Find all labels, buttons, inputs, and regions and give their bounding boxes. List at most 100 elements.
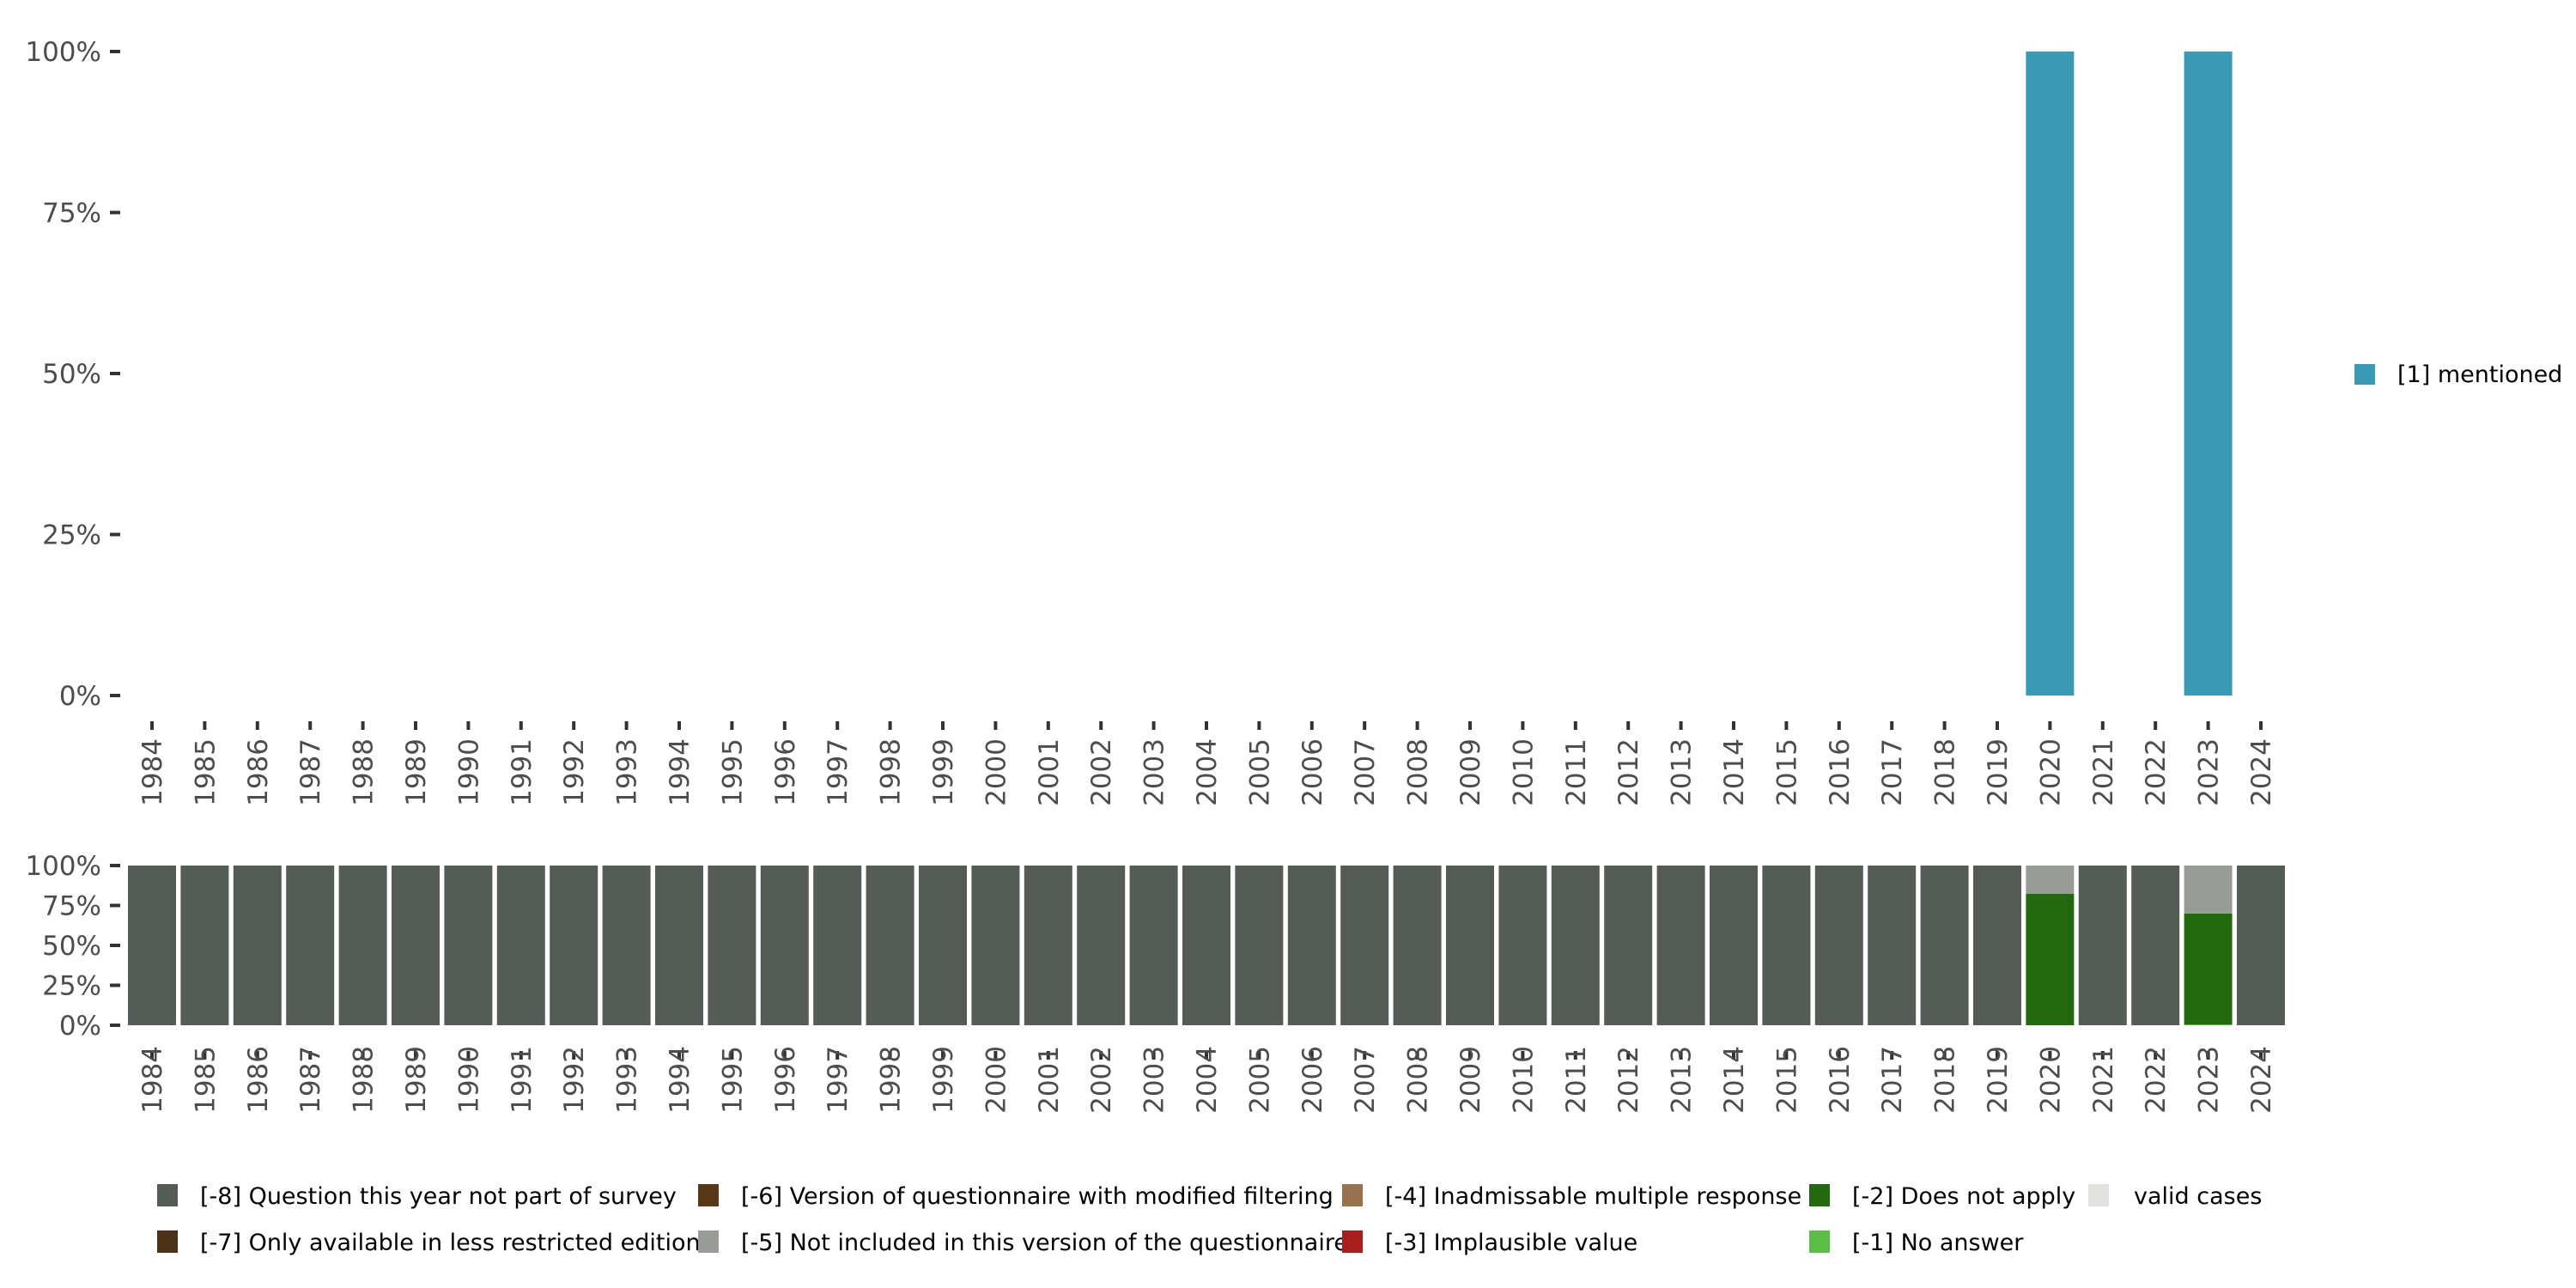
legend-key bbox=[698, 1230, 719, 1253]
bottom-y-tick-label: 25% bbox=[42, 971, 101, 1002]
top-x-tick-label: 1985 bbox=[190, 738, 221, 806]
legend-key bbox=[1809, 1184, 1830, 1206]
stack-segment-2003 bbox=[1129, 866, 1178, 1025]
stack-segment-2001 bbox=[1024, 866, 1072, 1025]
legend-key bbox=[1342, 1230, 1363, 1253]
stack-segment-2005 bbox=[1235, 866, 1284, 1025]
stack-segment-2014 bbox=[1710, 866, 1758, 1025]
top-x-tick-label: 2002 bbox=[1086, 738, 1117, 806]
stack-segment-2015 bbox=[1762, 866, 1811, 1025]
bottom-x-tick-label: 2021 bbox=[2088, 1046, 2119, 1114]
stack-segment-2021 bbox=[2078, 866, 2127, 1025]
legend-key bbox=[157, 1230, 178, 1253]
bottom-x-tick-label: 2006 bbox=[1297, 1046, 1328, 1114]
stack-segment-2007 bbox=[1340, 866, 1389, 1025]
stack-segment-1989 bbox=[392, 866, 440, 1025]
bottom-x-tick-label: 2011 bbox=[1561, 1046, 1592, 1114]
top-x-tick-label: 2019 bbox=[1983, 738, 2014, 806]
stack-segment-1997 bbox=[813, 866, 862, 1025]
top-x-tick-label: 1986 bbox=[243, 738, 274, 806]
bottom-x-tick-label: 2020 bbox=[2035, 1046, 2066, 1114]
top-y-tick-label: 25% bbox=[42, 520, 101, 551]
top-x-tick-label: 1992 bbox=[559, 738, 590, 806]
bottom-x-tick-label: 1988 bbox=[349, 1046, 380, 1114]
bottom-x-tick-label: 1997 bbox=[823, 1046, 854, 1114]
bottom-x-tick-label: 2002 bbox=[1086, 1046, 1117, 1114]
stack-segment-1986 bbox=[233, 866, 282, 1025]
stack-segment-1984 bbox=[128, 866, 176, 1025]
stack-segment-2020 bbox=[2026, 893, 2075, 1025]
top-x-tick-label: 2021 bbox=[2088, 738, 2119, 806]
bottom-x-tick-label: 2005 bbox=[1244, 1046, 1275, 1114]
bottom-x-tick-label: 2017 bbox=[1877, 1046, 1908, 1114]
legend-key bbox=[698, 1184, 719, 1206]
bottom-x-tick-label: 1987 bbox=[295, 1046, 326, 1114]
legend-label: [-2] Does not apply bbox=[1852, 1183, 2075, 1210]
bottom-x-tick-label: 1985 bbox=[190, 1046, 221, 1114]
top-x-tick-label: 2008 bbox=[1403, 738, 1434, 806]
bottom-x-tick-label: 2013 bbox=[1667, 1046, 1698, 1114]
bottom-x-tick-label: 2024 bbox=[2246, 1046, 2277, 1114]
top-x-tick-label: 2020 bbox=[2035, 738, 2066, 806]
stack-segment-1987 bbox=[286, 866, 335, 1025]
stack-segment-2023 bbox=[2184, 866, 2233, 914]
bottom-x-tick-label: 2019 bbox=[1983, 1046, 2014, 1114]
top-x-tick-label: 1984 bbox=[137, 738, 168, 806]
bottom-x-tick-label: 2012 bbox=[1613, 1046, 1644, 1114]
stack-segment-1992 bbox=[550, 866, 598, 1025]
top-x-tick-label: 1997 bbox=[823, 738, 854, 806]
top-x-tick-label: 1995 bbox=[717, 738, 748, 806]
top-x-tick-label: 2006 bbox=[1297, 738, 1328, 806]
top-x-tick-label: 2007 bbox=[1350, 738, 1381, 806]
top-x-tick-label: 2009 bbox=[1455, 738, 1486, 806]
top-x-tick-label: 2016 bbox=[1825, 738, 1856, 806]
stack-segment-1985 bbox=[180, 866, 229, 1025]
bottom-x-tick-label: 2010 bbox=[1508, 1046, 1539, 1114]
top-x-tick-label: 2012 bbox=[1613, 738, 1644, 806]
bottom-x-tick-label: 2007 bbox=[1350, 1046, 1381, 1114]
stack-segment-1994 bbox=[655, 866, 703, 1025]
bottom-x-tick-label: 1999 bbox=[928, 1046, 959, 1114]
stack-segment-1999 bbox=[919, 866, 967, 1025]
top-x-tick-label: 2004 bbox=[1192, 738, 1223, 806]
legend-label-mentioned: [1] mentioned bbox=[2397, 361, 2562, 388]
top-x-tick-label: 2000 bbox=[981, 738, 1012, 806]
top-x-tick-label: 2001 bbox=[1034, 738, 1065, 806]
stack-segment-1996 bbox=[760, 866, 809, 1025]
legend-key bbox=[1809, 1230, 1830, 1253]
legend-key bbox=[1342, 1184, 1363, 1206]
stack-segment-2022 bbox=[2131, 866, 2180, 1025]
top-x-tick-label: 2005 bbox=[1244, 738, 1275, 806]
stack-segment-2006 bbox=[1287, 866, 1336, 1025]
bottom-x-tick-label: 1990 bbox=[453, 1046, 484, 1114]
top-x-tick-label: 2022 bbox=[2141, 738, 2172, 806]
stack-segment-2023 bbox=[2184, 1024, 2233, 1025]
legend-label: [-1] No answer bbox=[1852, 1230, 2024, 1256]
bottom-x-tick-label: 2001 bbox=[1034, 1046, 1065, 1114]
bottom-y-tick-label: 100% bbox=[25, 851, 101, 882]
top-x-tick-label: 1994 bbox=[665, 738, 696, 806]
stack-segment-2017 bbox=[1868, 866, 1917, 1025]
bottom-x-tick-label: 2022 bbox=[2141, 1046, 2172, 1114]
bottom-x-tick-label: 2018 bbox=[1930, 1046, 1961, 1114]
stack-segment-2018 bbox=[1920, 866, 1969, 1025]
top-x-tick-label: 1991 bbox=[507, 738, 538, 806]
top-y-tick-label: 50% bbox=[42, 359, 101, 390]
bottom-x-tick-label: 1996 bbox=[770, 1046, 801, 1114]
bottom-x-tick-label: 1993 bbox=[612, 1046, 643, 1114]
top-x-tick-label: 2018 bbox=[1930, 738, 1961, 806]
stack-segment-2023 bbox=[2184, 913, 2233, 1025]
stack-segment-1991 bbox=[496, 866, 545, 1025]
top-x-tick-label: 2024 bbox=[2246, 738, 2277, 806]
bottom-x-tick-label: 2000 bbox=[981, 1046, 1012, 1114]
legend-label: [-4] Inadmissable multiple response bbox=[1385, 1183, 1801, 1210]
legend-key bbox=[157, 1184, 178, 1206]
top-x-tick-label: 1990 bbox=[453, 738, 484, 806]
stack-segment-2016 bbox=[1814, 866, 1863, 1025]
bottom-x-tick-label: 2023 bbox=[2194, 1046, 2225, 1114]
legend-label: [-7] Only available in less restricted e… bbox=[200, 1230, 701, 1256]
top-y-tick-label: 100% bbox=[25, 37, 101, 68]
bottom-x-tick-label: 1992 bbox=[559, 1046, 590, 1114]
bottom-x-tick-label: 2008 bbox=[1403, 1046, 1434, 1114]
stack-segment-2024 bbox=[2237, 866, 2285, 1025]
